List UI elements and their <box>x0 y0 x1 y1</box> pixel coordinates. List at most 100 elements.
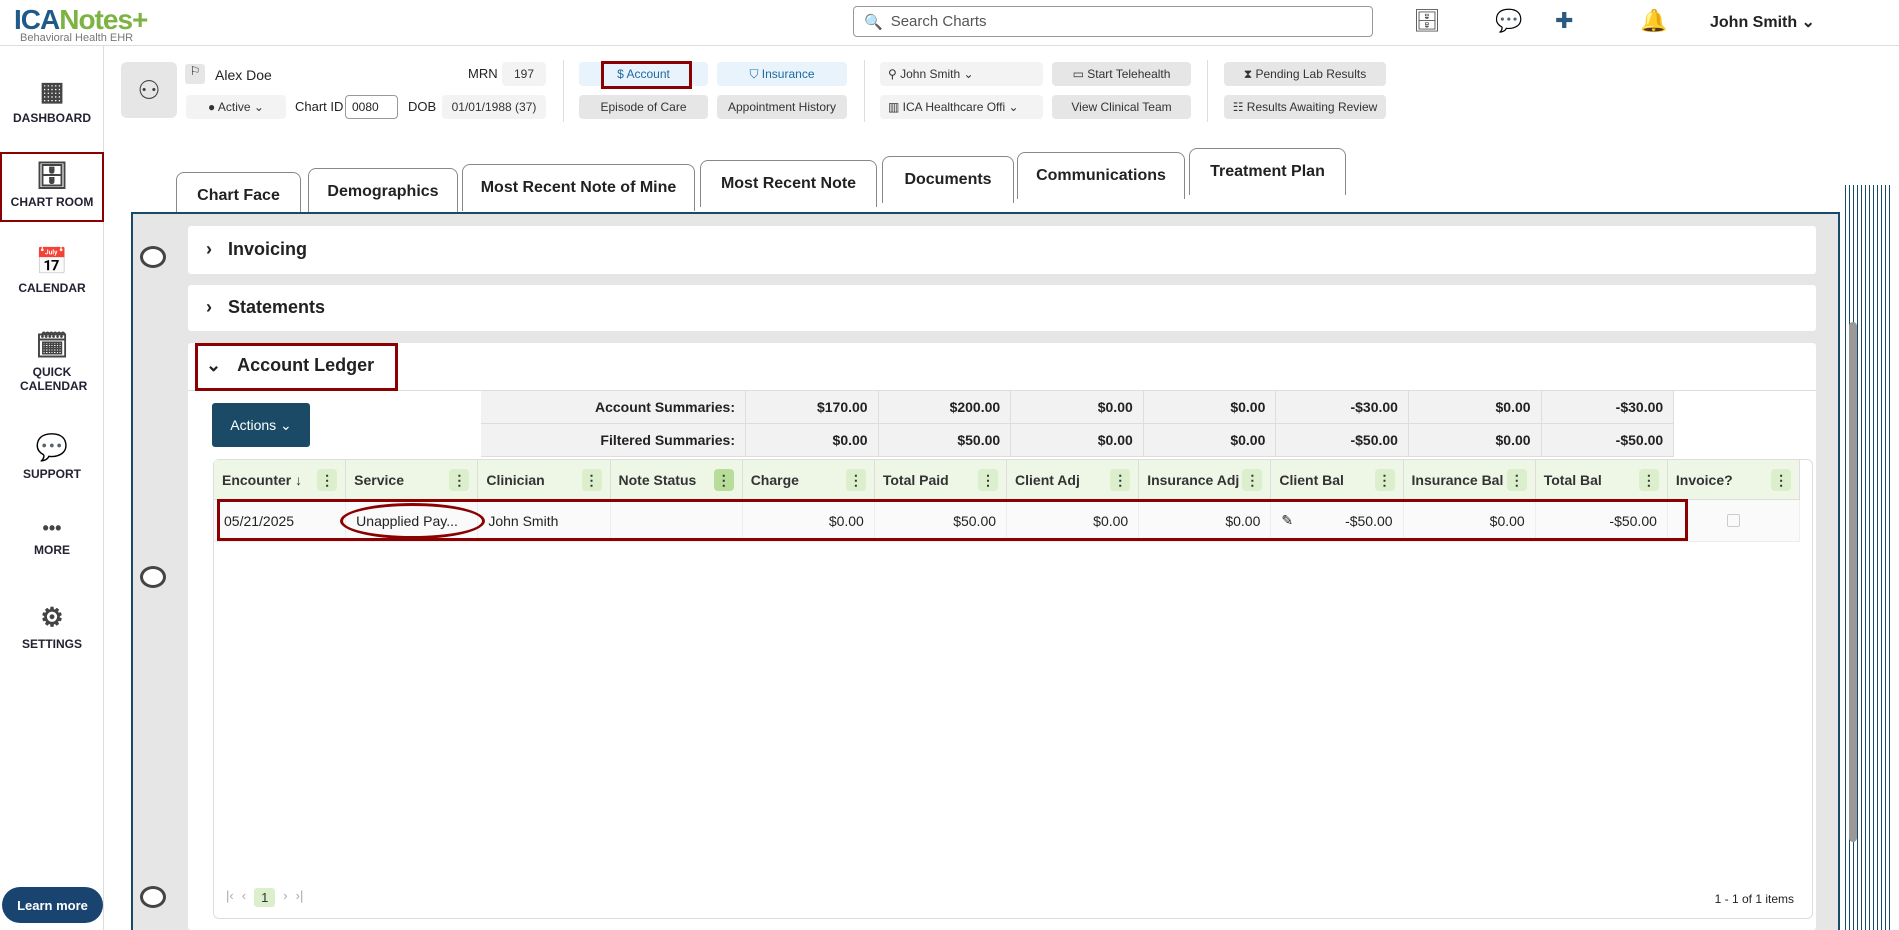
logo-subtitle: Behavioral Health EHR <box>20 32 134 44</box>
pencil-icon[interactable]: ✎ <box>1281 512 1294 528</box>
first-page-icon[interactable]: |‹ <box>226 888 234 903</box>
column-header[interactable]: Charge ⋮ <box>743 460 875 499</box>
scrollbar[interactable] <box>1849 322 1857 842</box>
column-menu-icon[interactable]: ⋮ <box>978 468 999 491</box>
search-charts-input[interactable]: 🔍 Search Charts <box>853 6 1373 37</box>
tab-demographics[interactable]: Demographics <box>308 168 458 215</box>
calendar-icon: 📅 <box>35 246 69 276</box>
chart-room-icon: 🗄 <box>35 160 69 190</box>
column-header[interactable]: Encounter ↓ ⋮ <box>214 460 347 499</box>
column-header[interactable]: Insurance Adj ⋮ <box>1139 460 1272 499</box>
chevron-right-icon: › <box>206 239 212 259</box>
office-select[interactable]: ▥ ICA Healthcare Offi ⌄ <box>880 95 1043 119</box>
column-menu-icon[interactable]: ⋮ <box>1506 468 1527 491</box>
column-menu-icon[interactable]: ⋮ <box>713 468 734 491</box>
highlight-ellipse <box>340 503 485 539</box>
column-menu-icon[interactable]: ⋮ <box>1374 468 1395 491</box>
prescription-icon[interactable]: ✚ <box>1555 8 1574 33</box>
column-menu-icon[interactable]: ⋮ <box>1638 468 1659 491</box>
column-header[interactable]: Client Bal ⋮ <box>1271 460 1404 499</box>
column-header[interactable]: Total Paid ⋮ <box>875 460 1008 499</box>
sidebar-item-chart-room[interactable]: 🗄 CHART ROOM <box>0 152 104 222</box>
invoicing-section[interactable]: › Invoicing <box>188 226 1816 274</box>
learn-more-button[interactable]: Learn more <box>2 887 103 923</box>
column-header[interactable]: Note Status ⋮ <box>611 460 743 499</box>
dob-value: 01/01/1988 (37) <box>442 95 546 119</box>
column-header[interactable]: Invoice? ⋮ <box>1668 460 1801 499</box>
tab-communications[interactable]: Communications <box>1017 152 1185 199</box>
patient-name: Alex Doe <box>215 67 272 83</box>
tab-most-recent-note[interactable]: Most Recent Note <box>700 160 877 207</box>
start-telehealth-button[interactable]: ▭ Start Telehealth <box>1052 62 1191 86</box>
chevron-down-icon: ⌄ <box>206 355 222 375</box>
column-menu-icon[interactable]: ⋮ <box>317 468 338 491</box>
sidebar: ▦ DASHBOARD 🗄 CHART ROOM 📅 CALENDAR 🗓 QUICK … <box>0 46 104 930</box>
highlight-box <box>195 343 398 391</box>
chart-id-field[interactable]: 0080 <box>345 95 398 119</box>
sidebar-item-dashboard[interactable]: ▦ DASHBOARD <box>0 76 104 125</box>
pending-lab-results-button[interactable]: ⧗ Pending Lab Results <box>1224 62 1386 86</box>
pager-summary: 1 - 1 of 1 items <box>1714 892 1794 906</box>
flag-icon[interactable]: ⚐ <box>185 64 205 84</box>
column-menu-icon[interactable]: ⋮ <box>581 468 602 491</box>
bell-icon[interactable]: 🔔 <box>1640 8 1668 33</box>
more-icon: ••• <box>42 518 62 538</box>
dashboard-icon: ▦ <box>39 76 65 106</box>
tab-most-recent-note-of-mine[interactable]: Most Recent Note of Mine <box>462 164 695 211</box>
tab-documents[interactable]: Documents <box>882 156 1014 203</box>
sidebar-item-quick-calendar[interactable]: 🗓 QUICK CALENDAR <box>20 330 88 393</box>
column-menu-icon[interactable]: ⋮ <box>1771 468 1792 491</box>
highlight-box <box>601 61 692 89</box>
column-header[interactable]: Client Adj ⋮ <box>1007 460 1140 499</box>
pager: |‹ ‹ 1 › ›| <box>226 888 303 907</box>
account-ledger-header[interactable]: ⌄ Account Ledger <box>206 355 375 375</box>
sidebar-item-support[interactable]: 💬 SUPPORT <box>0 432 104 481</box>
mrn-label: MRN <box>468 66 498 81</box>
tab-chart-face[interactable]: Chart Face <box>176 172 301 219</box>
support-icon: 💬 <box>35 432 69 462</box>
last-page-icon[interactable]: ›| <box>295 888 304 903</box>
account-button[interactable]: $ Account <box>579 62 708 86</box>
view-clinical-team-button[interactable]: View Clinical Team <box>1052 95 1191 119</box>
ledger-grid: Encounter ↓ ⋮ Service ⋮ Clinician ⋮ Note St… <box>213 459 1813 919</box>
sidebar-item-more[interactable]: ••• MORE <box>0 518 104 557</box>
page-number[interactable]: 1 <box>254 888 276 907</box>
top-bar: ICANotes+ Behavioral Health EHR 🔍 Search … <box>0 0 1899 46</box>
status-select[interactable]: ● Active ⌄ <box>186 95 286 119</box>
highlight-box <box>217 499 1688 541</box>
appointment-history-button[interactable]: Appointment History <box>717 95 847 119</box>
episode-of-care-button[interactable]: Episode of Care <box>579 95 708 119</box>
avatar: ⚇ <box>121 62 177 118</box>
column-header[interactable]: Insurance Bal ⋮ <box>1404 460 1536 499</box>
column-header[interactable]: Service ⋮ <box>346 460 479 499</box>
grid-header: Encounter ↓ ⋮ Service ⋮ Clinician ⋮ Note St… <box>214 460 1801 500</box>
column-menu-icon[interactable]: ⋮ <box>845 468 866 491</box>
sidebar-item-settings[interactable]: ⚙ SETTINGS <box>0 602 104 651</box>
column-menu-icon[interactable]: ⋮ <box>449 468 470 491</box>
column-header[interactable]: Clinician ⋮ <box>478 460 611 499</box>
column-menu-icon[interactable]: ⋮ <box>1110 468 1131 491</box>
user-menu[interactable]: John Smith ⌄ <box>1710 14 1815 31</box>
results-awaiting-review-button[interactable]: ☷ Results Awaiting Review <box>1224 95 1386 119</box>
insurance-button[interactable]: ⛉ Insurance <box>717 62 847 86</box>
prev-page-icon[interactable]: ‹ <box>241 888 247 903</box>
binder-ring <box>140 566 166 588</box>
column-header[interactable]: Total Bal ⋮ <box>1536 460 1668 499</box>
sidebar-item-calendar[interactable]: 📅 CALENDAR <box>0 246 104 295</box>
mrn-value: 197 <box>502 62 546 86</box>
new-chart-icon[interactable]: 🗄 <box>1413 8 1441 33</box>
account-summaries-row: Account Summaries: $170.00 $200.00 $0.00 $0… <box>481 391 1675 424</box>
chart-id-label: Chart ID <box>295 99 344 114</box>
actions-button[interactable]: Actions ⌄ <box>212 403 310 447</box>
statements-section[interactable]: › Statements <box>188 285 1816 331</box>
binder-ring <box>140 246 166 268</box>
logo[interactable]: ICANotes+ <box>14 4 148 35</box>
messages-icon[interactable]: 💬 <box>1495 8 1523 33</box>
clinician-select[interactable]: ⚲ John Smith ⌄ <box>880 62 1043 86</box>
chevron-right-icon: › <box>206 297 212 317</box>
next-page-icon[interactable]: › <box>283 888 288 903</box>
search-icon: 🔍 <box>864 13 883 31</box>
tab-treatment-plan[interactable]: Treatment Plan <box>1189 148 1346 195</box>
invoice-checkbox[interactable] <box>1726 514 1740 527</box>
column-menu-icon[interactable]: ⋮ <box>1242 468 1263 491</box>
